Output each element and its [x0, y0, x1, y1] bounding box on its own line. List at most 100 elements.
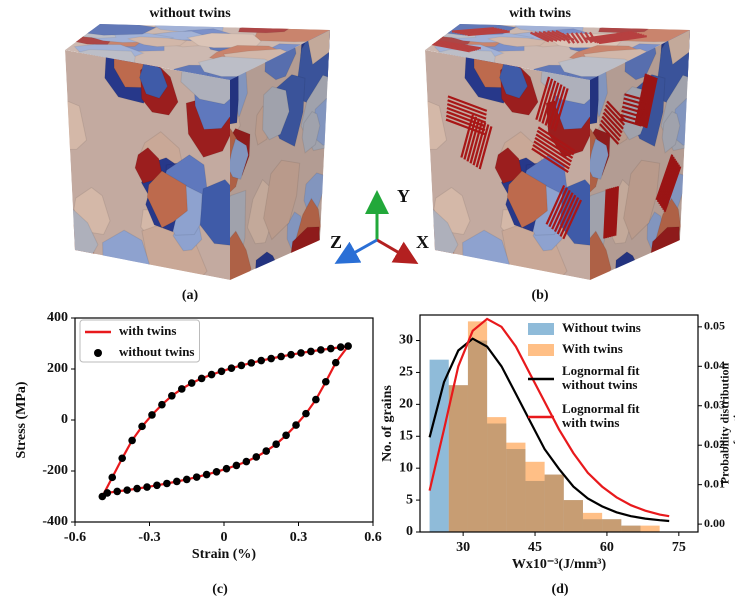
caption: (a) — [182, 288, 199, 303]
grain — [199, 179, 230, 247]
plot-area — [428, 317, 670, 532]
plot-frame — [419, 314, 699, 533]
twin — [553, 88, 569, 132]
twin — [614, 186, 620, 236]
twin — [551, 189, 571, 230]
twin — [579, 32, 589, 44]
bar — [467, 321, 488, 532]
series-line — [428, 317, 670, 518]
grain — [667, 30, 690, 66]
twin — [445, 118, 485, 136]
legend-swatch — [528, 323, 554, 335]
twin — [542, 30, 562, 42]
point — [336, 343, 345, 351]
y-tick-label: 0 — [406, 524, 413, 539]
grain — [146, 170, 188, 229]
point — [222, 464, 231, 473]
point — [247, 359, 256, 367]
twin — [603, 189, 608, 239]
y-axis-label: Stress (MPa) — [14, 381, 29, 458]
twin — [643, 77, 656, 128]
twin — [624, 93, 647, 102]
twin — [662, 164, 680, 211]
twin — [561, 32, 571, 44]
series-line — [101, 344, 351, 498]
twin — [538, 78, 554, 122]
face — [65, 24, 330, 80]
cubes — [65, 24, 690, 280]
grain — [127, 36, 188, 48]
axis-label: X — [416, 232, 429, 252]
twin — [478, 126, 493, 170]
grain — [487, 36, 548, 48]
twin — [603, 108, 624, 130]
twin — [659, 160, 678, 207]
grain — [230, 137, 249, 180]
point — [197, 374, 206, 383]
grain — [506, 170, 548, 229]
caption: (b) — [531, 288, 548, 303]
twin — [446, 106, 487, 124]
twin — [535, 133, 574, 159]
grain — [301, 110, 321, 154]
grain — [590, 137, 609, 180]
point — [344, 342, 352, 350]
grain — [186, 32, 262, 49]
y-tick-label: 400 — [47, 310, 68, 325]
y-tick-label: 15 — [399, 428, 413, 443]
twin — [562, 199, 583, 240]
grain — [623, 159, 661, 241]
point — [277, 352, 285, 361]
y-tick-label: 5 — [406, 492, 413, 507]
grain — [499, 63, 529, 99]
twin — [531, 147, 569, 174]
grain — [661, 110, 681, 154]
axis-triad: Y X Z — [330, 186, 429, 265]
legend-swatch — [528, 344, 554, 356]
x-tick-label: 30 — [456, 540, 470, 555]
twin — [546, 30, 566, 42]
point — [148, 411, 156, 419]
twin — [641, 76, 655, 127]
legend-label: without twins — [119, 344, 195, 359]
legend: with twins without twins — [79, 319, 200, 363]
x-tick-label: 0 — [221, 530, 228, 545]
grain — [307, 30, 330, 66]
point — [312, 395, 320, 404]
twin — [537, 126, 576, 152]
x-tick-label: 45 — [528, 540, 542, 555]
y2-tick-label: 0.01 — [704, 476, 725, 490]
point — [326, 344, 335, 353]
y-tick-label: 10 — [399, 460, 413, 475]
point — [163, 479, 171, 488]
y2-axis-label: Probability distributionfunction — [717, 362, 735, 484]
point — [108, 473, 117, 482]
face-shade — [65, 24, 330, 80]
legend-label: Without twins — [562, 320, 641, 335]
legend-swatch — [94, 349, 102, 357]
grain — [494, 146, 523, 184]
twin — [545, 184, 566, 225]
legend-label: with twins — [119, 323, 176, 338]
bar — [621, 525, 641, 532]
twin — [536, 129, 575, 156]
point — [192, 473, 201, 481]
x-tick-label: -0.3 — [138, 530, 160, 545]
twin — [550, 86, 566, 130]
grain — [590, 230, 612, 280]
point — [252, 453, 261, 461]
chart: 30 45 60 75 0 5 10 15 20 25 30 0.00 0.01 0.02 0.03 0.04… — [380, 314, 735, 572]
twin — [547, 84, 563, 128]
y-tick-label: 25 — [399, 365, 413, 380]
point — [267, 354, 275, 363]
face-shade — [590, 30, 690, 280]
bar — [602, 519, 622, 532]
point — [212, 467, 221, 476]
axis-label: Z — [330, 232, 342, 252]
face-shade — [230, 30, 330, 280]
twin — [575, 32, 584, 44]
bar — [487, 417, 507, 532]
point — [282, 431, 290, 440]
legend-label: Lognormal fit with twins — [562, 401, 640, 430]
point — [317, 346, 325, 354]
